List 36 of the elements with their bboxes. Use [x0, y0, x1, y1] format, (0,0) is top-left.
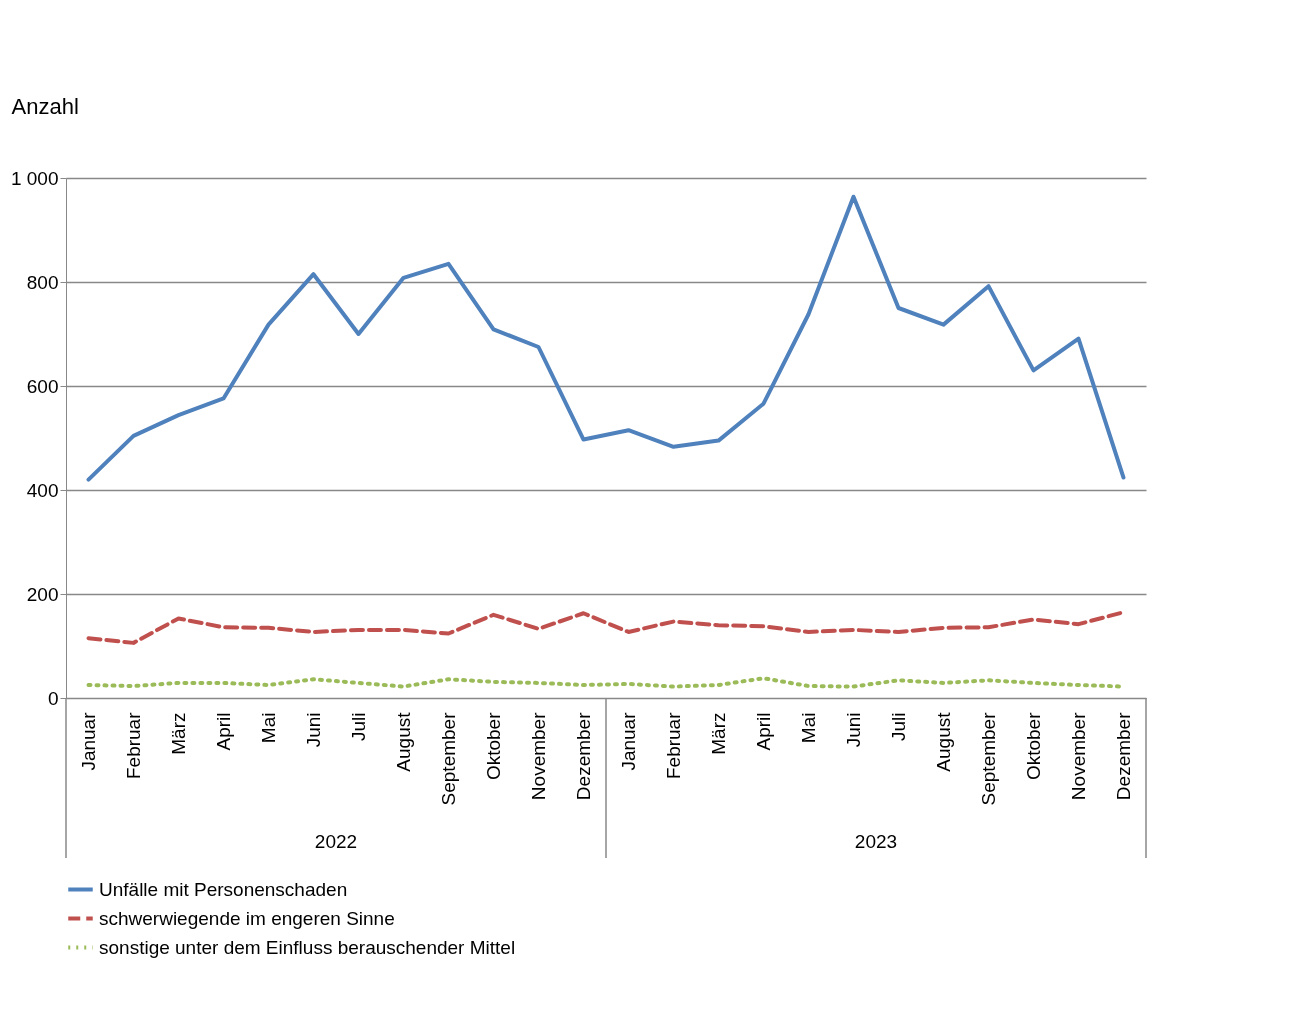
x-tick-label: Februar [663, 711, 684, 780]
x-tick-label: August [933, 711, 954, 772]
x-tick-label: Dezember [1113, 711, 1134, 801]
x-tick-label: Mai [258, 712, 279, 744]
legend-label: schwerwiegende im engeren Sinne [99, 907, 395, 929]
x-tick-label: September [438, 711, 459, 806]
y-tick-label: 1 000 [10, 167, 59, 189]
legend-label: Unfälle mit Personenschaden [99, 878, 348, 900]
x-tick-label: Dezember [573, 711, 594, 801]
x-tick-label: Juli [348, 712, 369, 742]
y-tick-label: 200 [26, 583, 59, 605]
x-tick-label: Juni [843, 712, 864, 748]
x-tick-label: Oktober [483, 711, 504, 781]
x-tick-label: Februar [123, 711, 144, 780]
y-tick-label: 800 [26, 271, 59, 293]
x-tick-label: April [213, 712, 234, 751]
x-tick-label: August [393, 711, 414, 772]
x-tick-label: Januar [618, 711, 639, 771]
x-tick-label: März [168, 712, 189, 755]
text: 2023 [854, 831, 898, 852]
x-tick-label: April [753, 712, 774, 751]
y-tick-label: 0 [47, 687, 59, 709]
legend-label: sonstige unter dem Einfluss berauschender Mittel [99, 936, 516, 958]
y-axis-title: Anzahl [11, 93, 79, 119]
x-tick-label: Mai [798, 712, 819, 744]
x-tick-label: März [708, 712, 729, 755]
x-tick-label: September [978, 711, 999, 806]
y-tick-label: 400 [26, 479, 59, 501]
x-tick-label: Januar [78, 711, 99, 771]
text: 2022 [314, 831, 358, 852]
x-tick-label: Oktober [1023, 711, 1044, 781]
x-tick-label: Juni [303, 712, 324, 748]
x-tick-label: November [528, 711, 549, 801]
x-tick-label: Juli [888, 712, 909, 742]
x-tick-label: November [1068, 711, 1089, 801]
y-tick-label: 600 [26, 375, 59, 397]
